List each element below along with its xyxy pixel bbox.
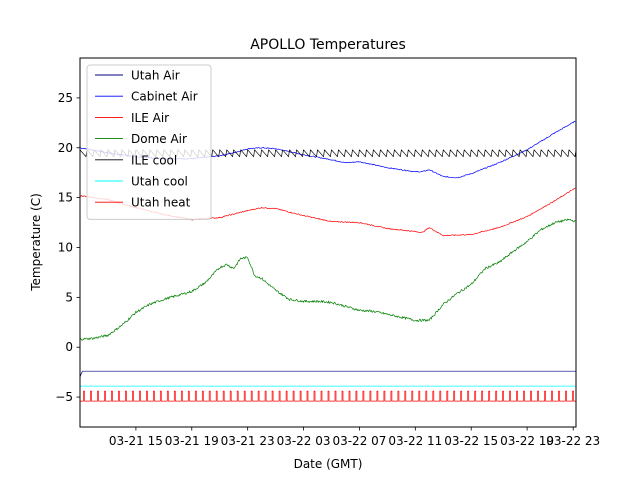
legend-label-dome-air: Dome Air xyxy=(131,132,187,146)
series-line-utah-heat xyxy=(80,390,576,402)
y-tick-label: 15 xyxy=(58,191,73,205)
y-tick-label: 0 xyxy=(65,340,73,354)
x-tick-label: 03-21 15 xyxy=(109,434,163,448)
chart-title: APOLLO Temperatures xyxy=(250,37,406,53)
y-tick-label: 10 xyxy=(58,240,73,254)
legend-label-utah-cool: Utah cool xyxy=(131,175,188,189)
legend-label-utah-heat: Utah heat xyxy=(131,196,191,210)
legend-label-ile-cool: ILE cool xyxy=(131,153,177,167)
x-tick-label: 03-22 19 xyxy=(500,434,554,448)
legend-label-ile-air: ILE Air xyxy=(131,111,169,125)
x-tick-label: 03-21 19 xyxy=(165,434,219,448)
x-tick-label: 03-22 11 xyxy=(388,434,442,448)
y-tick-label: 5 xyxy=(65,290,73,304)
x-tick-label: 03-22 07 xyxy=(332,434,386,448)
y-tick-label: 20 xyxy=(58,141,73,155)
y-axis-label: Temperature (C) xyxy=(29,193,43,292)
x-tick-label: 03-22 03 xyxy=(277,434,331,448)
legend: Utah Air Cabinet Air ILE Air Dome Air ILE co… xyxy=(86,64,212,220)
axes-frame xyxy=(79,57,577,428)
legend-label-utah-air: Utah Air xyxy=(131,69,180,83)
y-tick-label: 25 xyxy=(58,91,73,105)
series-line-utah-air xyxy=(80,370,576,378)
series-line-dome-air xyxy=(80,218,576,341)
x-tick-label: 03-22 15 xyxy=(444,434,498,448)
y-tick-label: −5 xyxy=(55,390,73,404)
x-axis-label: Date (GMT) xyxy=(294,457,363,471)
legend-label-cabinet-air: Cabinet Air xyxy=(131,90,198,104)
x-tick-label: 03-21 23 xyxy=(221,434,275,448)
x-tick-label: 03-22 23 xyxy=(546,434,600,448)
